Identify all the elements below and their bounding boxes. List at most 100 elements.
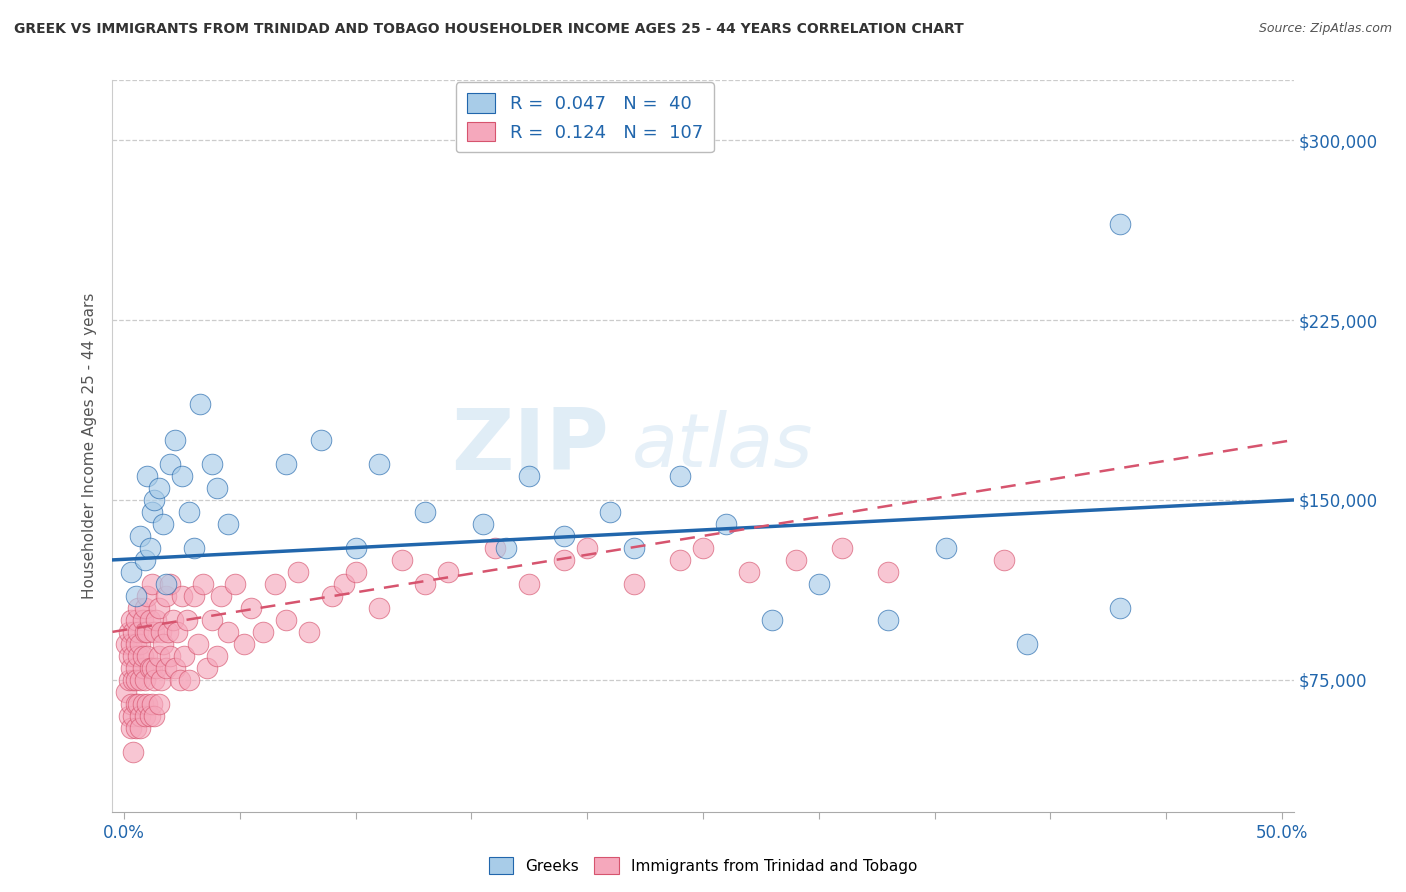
Point bbox=[166, 624, 188, 639]
Point bbox=[252, 624, 274, 639]
Point bbox=[127, 600, 149, 615]
Point bbox=[124, 589, 146, 603]
Point bbox=[201, 457, 224, 471]
Point bbox=[162, 613, 184, 627]
Point bbox=[344, 565, 367, 579]
Point bbox=[148, 481, 170, 495]
Point bbox=[131, 697, 153, 711]
Point bbox=[599, 505, 621, 519]
Point bbox=[129, 529, 152, 543]
Point bbox=[148, 697, 170, 711]
Point bbox=[344, 541, 367, 555]
Point bbox=[183, 541, 205, 555]
Point bbox=[145, 661, 167, 675]
Point bbox=[170, 469, 193, 483]
Point bbox=[177, 505, 200, 519]
Point bbox=[124, 637, 146, 651]
Point bbox=[413, 577, 436, 591]
Point bbox=[191, 577, 214, 591]
Point bbox=[623, 577, 645, 591]
Point bbox=[143, 624, 166, 639]
Point bbox=[197, 661, 219, 675]
Point bbox=[159, 457, 181, 471]
Point bbox=[129, 708, 152, 723]
Point bbox=[209, 589, 232, 603]
Point bbox=[163, 433, 186, 447]
Point bbox=[205, 481, 228, 495]
Point bbox=[138, 708, 160, 723]
Point bbox=[124, 697, 146, 711]
Point bbox=[115, 637, 138, 651]
Point bbox=[807, 577, 830, 591]
Point bbox=[134, 708, 156, 723]
Point bbox=[157, 624, 180, 639]
Point bbox=[367, 457, 389, 471]
Point bbox=[576, 541, 599, 555]
Point bbox=[145, 613, 167, 627]
Point bbox=[134, 673, 156, 687]
Text: ZIP: ZIP bbox=[451, 404, 609, 488]
Point bbox=[173, 648, 195, 663]
Point bbox=[134, 624, 156, 639]
Point bbox=[159, 577, 181, 591]
Point bbox=[217, 516, 239, 531]
Point bbox=[136, 697, 159, 711]
Point bbox=[413, 505, 436, 519]
Point bbox=[143, 708, 166, 723]
Point bbox=[120, 613, 142, 627]
Point bbox=[118, 648, 141, 663]
Point bbox=[176, 613, 198, 627]
Point bbox=[298, 624, 321, 639]
Point bbox=[276, 457, 298, 471]
Point bbox=[150, 673, 173, 687]
Point bbox=[623, 541, 645, 555]
Point bbox=[367, 600, 389, 615]
Point bbox=[115, 685, 138, 699]
Point bbox=[150, 624, 173, 639]
Point bbox=[152, 637, 174, 651]
Point bbox=[1108, 217, 1130, 231]
Point bbox=[118, 624, 141, 639]
Point bbox=[333, 577, 356, 591]
Point bbox=[201, 613, 224, 627]
Point bbox=[143, 673, 166, 687]
Legend: Greeks, Immigrants from Trinidad and Tobago: Greeks, Immigrants from Trinidad and Tob… bbox=[482, 851, 924, 880]
Point bbox=[141, 697, 163, 711]
Point bbox=[472, 516, 495, 531]
Point bbox=[155, 661, 177, 675]
Point bbox=[935, 541, 957, 555]
Point bbox=[205, 648, 228, 663]
Point bbox=[233, 637, 256, 651]
Point bbox=[170, 589, 193, 603]
Point bbox=[124, 721, 146, 735]
Point bbox=[136, 648, 159, 663]
Point bbox=[141, 505, 163, 519]
Point bbox=[240, 600, 263, 615]
Point bbox=[129, 673, 152, 687]
Point bbox=[148, 600, 170, 615]
Point bbox=[692, 541, 714, 555]
Point bbox=[183, 589, 205, 603]
Point bbox=[138, 661, 160, 675]
Point bbox=[187, 637, 209, 651]
Point bbox=[124, 661, 146, 675]
Point bbox=[129, 721, 152, 735]
Point bbox=[877, 565, 900, 579]
Point bbox=[785, 553, 807, 567]
Point bbox=[152, 516, 174, 531]
Point bbox=[131, 648, 153, 663]
Point bbox=[484, 541, 506, 555]
Point bbox=[122, 648, 145, 663]
Text: GREEK VS IMMIGRANTS FROM TRINIDAD AND TOBAGO HOUSEHOLDER INCOME AGES 25 - 44 YEA: GREEK VS IMMIGRANTS FROM TRINIDAD AND TO… bbox=[14, 22, 963, 37]
Point bbox=[120, 637, 142, 651]
Point bbox=[877, 613, 900, 627]
Point bbox=[127, 648, 149, 663]
Point bbox=[495, 541, 517, 555]
Point bbox=[127, 697, 149, 711]
Point bbox=[309, 433, 332, 447]
Legend: R =  0.047   N =  40, R =  0.124   N =  107: R = 0.047 N = 40, R = 0.124 N = 107 bbox=[456, 82, 714, 153]
Point bbox=[1108, 600, 1130, 615]
Point bbox=[321, 589, 343, 603]
Text: Source: ZipAtlas.com: Source: ZipAtlas.com bbox=[1258, 22, 1392, 36]
Point bbox=[1017, 637, 1039, 651]
